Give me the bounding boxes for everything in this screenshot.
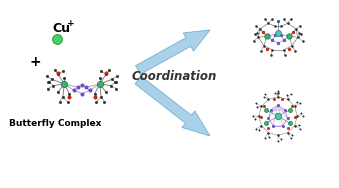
Text: Coordination: Coordination	[131, 70, 217, 83]
Text: +: +	[67, 20, 75, 29]
Polygon shape	[136, 30, 210, 74]
Text: Butterfly Complex: Butterfly Complex	[9, 118, 101, 127]
Text: Cu: Cu	[52, 21, 70, 35]
Polygon shape	[135, 76, 210, 136]
Text: +: +	[29, 55, 41, 69]
